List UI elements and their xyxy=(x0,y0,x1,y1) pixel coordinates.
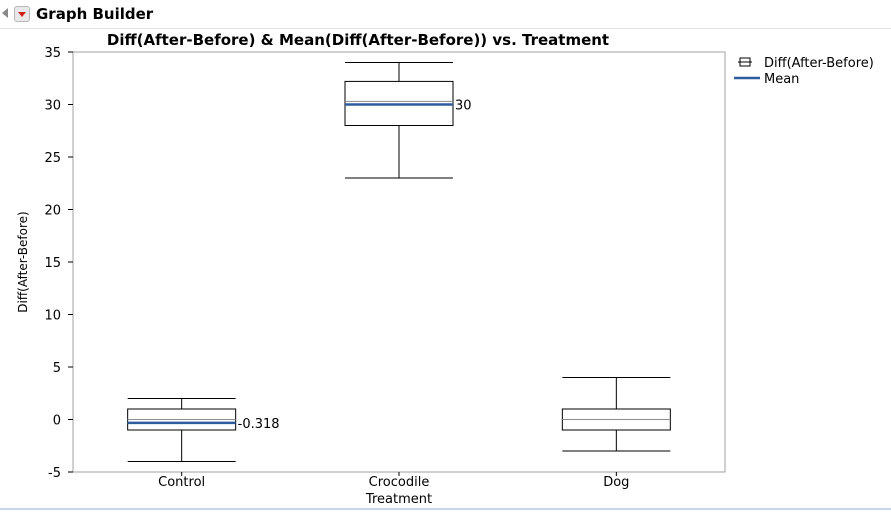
legend-label-mean: Mean xyxy=(764,72,799,87)
x-tick-label: Control xyxy=(158,475,205,490)
y-tick-label: 35 xyxy=(44,46,61,61)
x-tick-label: Crocodile xyxy=(369,475,430,490)
graph-builder-header: Graph Builder xyxy=(0,0,891,29)
panel-title: Graph Builder xyxy=(36,5,154,23)
y-tick-label: 5 xyxy=(53,361,61,376)
x-tick-label: Dog xyxy=(603,475,629,490)
y-tick-label: 0 xyxy=(53,414,61,429)
legend-label-diff: Diff(After-Before) xyxy=(764,56,874,71)
y-tick-label: -5 xyxy=(48,466,61,481)
y-tick-label: 20 xyxy=(44,204,61,219)
y-tick-label: 25 xyxy=(44,151,61,166)
y-tick-label: 10 xyxy=(44,309,61,324)
chart-title: Diff(After-Before) & Mean(Diff(After-Bef… xyxy=(107,31,609,49)
y-axis-label: Diff(After-Before) xyxy=(16,211,30,312)
red-triangle-icon xyxy=(18,12,26,17)
y-tick-label: 30 xyxy=(44,99,61,114)
mean-data-label: -0.318 xyxy=(238,417,280,432)
red-triangle-menu-button[interactable] xyxy=(14,6,30,22)
collapse-triangle-icon[interactable] xyxy=(2,8,8,18)
panel-bottom-border xyxy=(0,508,891,510)
x-axis-label: Treatment xyxy=(365,492,432,507)
y-tick-label: 15 xyxy=(44,256,61,271)
mean-data-label: 30 xyxy=(455,99,472,114)
